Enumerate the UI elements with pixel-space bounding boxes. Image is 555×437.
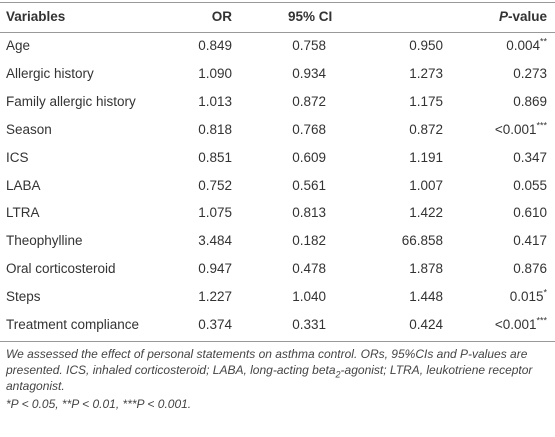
cell-variable: Family allergic history bbox=[6, 93, 136, 109]
cell-ci-low: 0.478 bbox=[292, 261, 326, 277]
p-value: 0.347 bbox=[513, 149, 547, 165]
cell-p: 0.015* bbox=[510, 285, 547, 308]
cell-or: 1.013 bbox=[198, 93, 232, 109]
p-value: 0.015 bbox=[509, 289, 544, 305]
cell-or: 1.075 bbox=[198, 205, 232, 221]
cell-p: 0.417 bbox=[513, 229, 547, 252]
cell-p: 0.055 bbox=[513, 174, 547, 197]
table-note: We assessed the effect of personal state… bbox=[6, 346, 551, 394]
p-value: 0.876 bbox=[513, 261, 547, 277]
cell-variable: LTRA bbox=[6, 205, 40, 221]
cell-ci-low: 0.331 bbox=[292, 317, 326, 332]
cell-ci-low: 0.609 bbox=[292, 149, 326, 165]
note-text: We assessed the effect of personal state… bbox=[6, 347, 528, 377]
cell-p: 0.876 bbox=[513, 257, 547, 280]
header-rule bbox=[0, 32, 555, 33]
header-p-rest: -value bbox=[507, 9, 547, 24]
cell-p: <0.001*** bbox=[495, 118, 547, 141]
cell-ci-low: 0.768 bbox=[292, 121, 326, 137]
cell-or: 3.484 bbox=[198, 233, 232, 249]
cell-ci-low: 0.872 bbox=[292, 93, 326, 109]
cell-ci-high: 1.448 bbox=[409, 289, 443, 305]
header-ci: 95% CI bbox=[288, 9, 333, 24]
cell-ci-high: 1.175 bbox=[409, 93, 443, 109]
significance-note: *P < 0.05, **P < 0.01, ***P < 0.001. bbox=[6, 397, 192, 411]
p-value: 0.417 bbox=[513, 233, 547, 249]
cell-variable: Theophylline bbox=[6, 233, 83, 249]
cell-or: 1.090 bbox=[198, 65, 232, 81]
header-or: OR bbox=[211, 9, 232, 24]
cell-ci-low: 0.934 bbox=[292, 65, 326, 81]
cell-ci-low: 1.040 bbox=[292, 289, 326, 305]
cell-variable: Oral corticosteroid bbox=[6, 261, 116, 277]
cell-or: 0.374 bbox=[198, 317, 232, 332]
cell-ci-high: 1.422 bbox=[409, 205, 443, 221]
cell-ci-high: 1.007 bbox=[409, 177, 443, 193]
cell-p: 0.347 bbox=[513, 146, 547, 169]
p-value: <0.001 bbox=[494, 121, 537, 137]
cell-p: 0.273 bbox=[513, 62, 547, 85]
cell-variable: Season bbox=[6, 121, 52, 137]
p-value: 0.055 bbox=[513, 177, 547, 193]
cell-ci-high: 0.424 bbox=[409, 317, 443, 332]
cell-ci-high: 66.858 bbox=[401, 233, 443, 249]
p-value: <0.001 bbox=[494, 317, 537, 332]
p-value: 0.273 bbox=[513, 65, 547, 81]
cell-ci-low: 0.561 bbox=[292, 177, 326, 193]
note-sub: 2 bbox=[335, 369, 341, 380]
cell-variable: LABA bbox=[6, 177, 41, 193]
cell-or: 0.818 bbox=[198, 121, 232, 137]
bottom-rule bbox=[0, 341, 555, 342]
cell-ci-high: 1.273 bbox=[409, 65, 443, 81]
cell-or: 1.227 bbox=[198, 289, 232, 305]
cell-or: 0.849 bbox=[198, 38, 232, 53]
significance-mark: * bbox=[543, 287, 547, 298]
significance-mark: ** bbox=[539, 36, 547, 47]
cell-ci-low: 0.758 bbox=[292, 38, 326, 53]
cell-ci-low: 0.182 bbox=[292, 233, 326, 249]
p-value: 0.610 bbox=[513, 205, 547, 221]
cell-p: 0.004** bbox=[506, 34, 547, 57]
cell-or: 0.752 bbox=[198, 177, 232, 193]
significance-mark: *** bbox=[536, 120, 547, 131]
p-value: 0.004 bbox=[506, 38, 540, 53]
significance-mark: *** bbox=[536, 315, 547, 326]
cell-or: 0.851 bbox=[198, 149, 232, 165]
cell-ci-high: 1.878 bbox=[409, 261, 443, 277]
cell-p: 0.610 bbox=[513, 201, 547, 224]
cell-variable: Steps bbox=[6, 289, 41, 305]
cell-ci-high: 0.950 bbox=[409, 38, 443, 53]
p-value: 0.869 bbox=[513, 93, 547, 109]
cell-variable: Allergic history bbox=[6, 65, 94, 81]
cell-variable: Age bbox=[6, 38, 31, 53]
cell-ci-high: 1.191 bbox=[409, 149, 443, 165]
cell-variable: Treatment compliance bbox=[6, 317, 140, 332]
header-p-italic: P bbox=[498, 9, 508, 24]
cell-variable: ICS bbox=[6, 149, 29, 165]
cell-p: 0.869 bbox=[513, 90, 547, 113]
header-p: P-value bbox=[499, 2, 547, 32]
top-rule bbox=[0, 2, 555, 3]
cell-ci-high: 0.872 bbox=[409, 121, 443, 137]
cell-or: 0.947 bbox=[198, 261, 232, 277]
cell-ci-low: 0.813 bbox=[292, 205, 326, 221]
cell-p: <0.001*** bbox=[495, 313, 547, 336]
header-variable: Variables bbox=[6, 9, 66, 24]
note-text: -agonist; LTRA, leukotriene receptor ant… bbox=[6, 363, 533, 393]
